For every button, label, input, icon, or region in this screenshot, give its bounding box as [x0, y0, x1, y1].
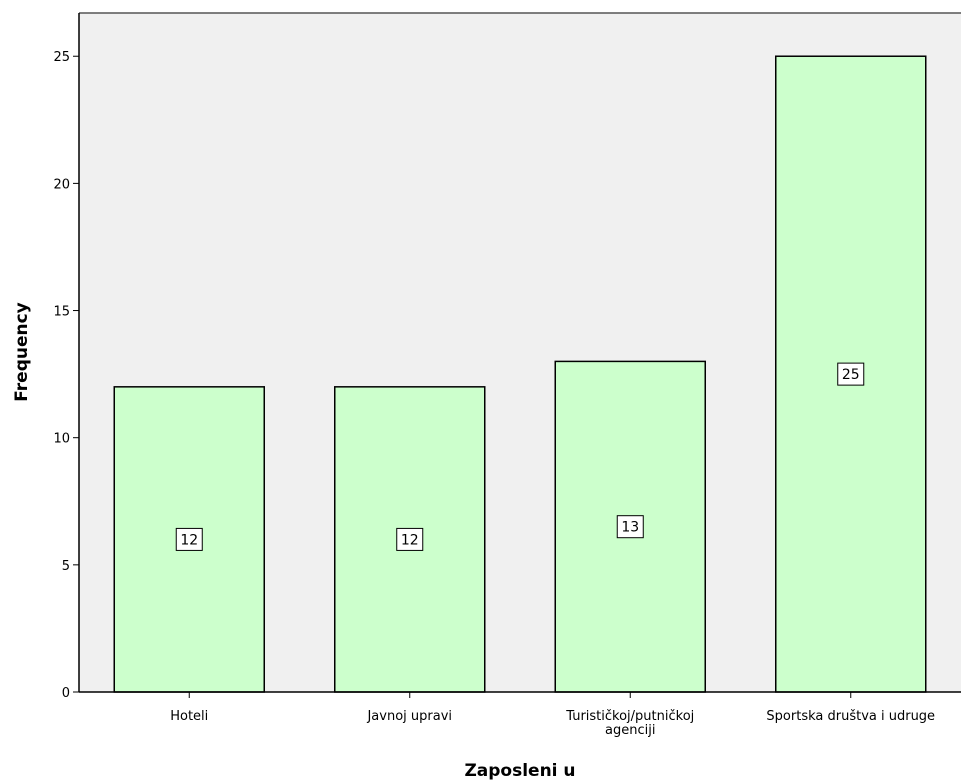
y-tick-label: 25	[53, 50, 70, 65]
data-label: 13	[621, 520, 639, 536]
x-tick-label: Turističkoj/putničkoj agenciji	[565, 709, 694, 738]
y-tick-label: 5	[62, 559, 70, 574]
data-label-box	[396, 527, 424, 551]
x-axis-ticks: Hoteli Javnoj upravi Turističkoj/putničkoj…	[170, 692, 935, 738]
data-label-box	[616, 515, 644, 539]
x-tick-label: Javnoj upravi	[366, 709, 452, 724]
y-axis-title: Frequency	[12, 302, 32, 402]
y-tick-label: 0	[62, 686, 70, 701]
y-tick-label: 20	[53, 177, 70, 192]
x-tick-label: Sportska društva i udruge	[766, 709, 935, 724]
data-label-box	[837, 362, 865, 386]
data-labels-group: 12 12 13 25	[175, 362, 865, 551]
data-label-box	[175, 527, 203, 551]
y-tick-label: 15	[53, 305, 70, 320]
data-label: 25	[842, 367, 860, 383]
y-axis-ticks: 0 5 10 15 20 25	[53, 50, 79, 701]
y-tick-label: 10	[53, 432, 70, 447]
x-tick-label: Hoteli	[170, 709, 208, 724]
x-axis-title: Zaposleni u	[464, 761, 575, 781]
data-label: 12	[180, 532, 198, 548]
data-label: 12	[401, 532, 419, 548]
